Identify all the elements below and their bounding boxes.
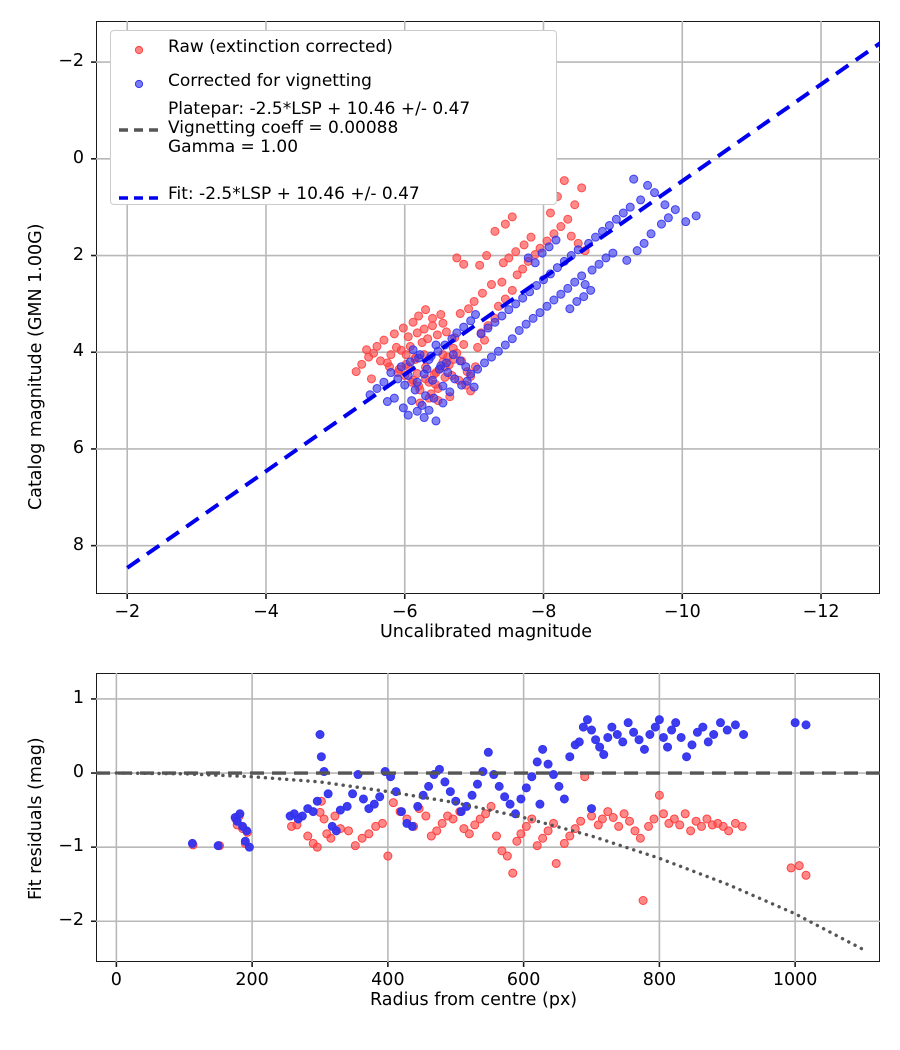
bottom-panel-axes (96, 673, 880, 962)
top-panel-xtick: −8 (530, 602, 557, 622)
bottom-panel-ytick: −1 (58, 836, 84, 857)
bottom-panel-xtick: 400 (371, 970, 405, 990)
top-panel-ytick: 8 (72, 534, 84, 555)
top-panel-ytick: −2 (58, 51, 84, 72)
top-panel-x-axis-label: Uncalibrated magnitude (380, 622, 592, 642)
bottom-panel-y-axis-label: Fit residuals (mag) (26, 737, 46, 900)
bottom-panel-xtick: 800 (642, 970, 677, 990)
top-panel-xtick: −10 (663, 602, 701, 622)
legend-item-2[interactable]: Platepar: -2.5*LSP + 10.46 +/- 0.47 Vign… (168, 99, 471, 158)
legend-item-label: Fit: -2.5*LSP + 10.46 +/- 0.47 (168, 184, 420, 204)
bottom-panel-xtick: 200 (235, 970, 269, 990)
top-panel-ytick: 4 (72, 341, 84, 362)
legend-item-label: Platepar: -2.5*LSP + 10.46 +/- 0.47 Vign… (168, 99, 471, 158)
bottom-panel-xtick: 0 (110, 970, 122, 990)
top-panel-xtick: −2 (114, 602, 141, 622)
top-panel-ytick: 6 (72, 437, 84, 458)
legend-marker-dashed-line (117, 190, 161, 206)
bottom-panel-ytick: 0 (72, 762, 84, 783)
top-panel-xtick: −12 (802, 602, 840, 622)
top-panel-ytick: 2 (72, 244, 84, 265)
bottom-panel-xtick: 600 (506, 970, 541, 990)
legend-marker-dot (117, 76, 161, 92)
bottom-panel-xtick: 1000 (772, 970, 818, 990)
top-panel-xtick: −6 (391, 602, 418, 622)
legend-marker-dashed-line (117, 122, 161, 138)
legend-marker-dot (117, 42, 161, 58)
legend-item-1[interactable]: Corrected for vignetting (168, 71, 372, 91)
bottom-panel-x-axis-label: Radius from centre (px) (370, 990, 578, 1010)
top-panel-ytick: 0 (72, 147, 84, 168)
bottom-panel-ytick: −2 (58, 910, 84, 931)
legend-item-label: Corrected for vignetting (168, 71, 372, 91)
legend-item-3[interactable]: Fit: -2.5*LSP + 10.46 +/- 0.47 (168, 184, 420, 204)
top-panel-xtick: −4 (253, 602, 279, 622)
legend-box (110, 30, 557, 205)
legend-item-0[interactable]: Raw (extinction corrected) (168, 37, 393, 57)
bottom-panel-ytick: 1 (72, 687, 84, 708)
legend-item-label: Raw (extinction corrected) (168, 37, 393, 57)
